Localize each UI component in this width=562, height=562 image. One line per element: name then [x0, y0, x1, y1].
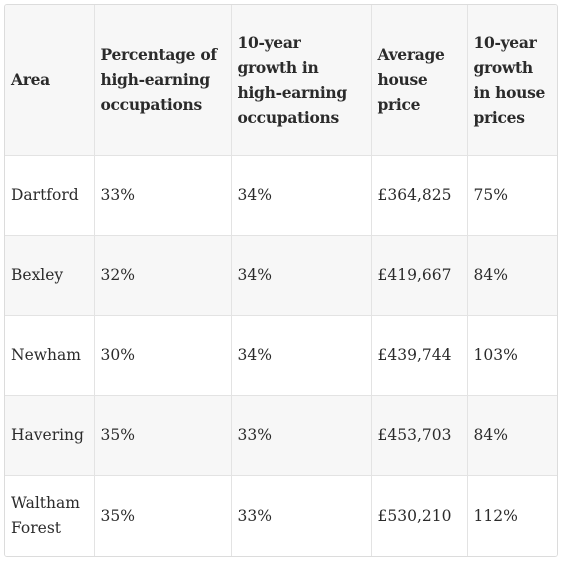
area-cell: Dartford: [5, 155, 95, 236]
table-header-row: Area Percentage of high-earning occupati…: [5, 5, 557, 156]
pct-high-earning-cell: 35%: [94, 475, 232, 556]
house-price-table: Area Percentage of high-earning occupati…: [5, 5, 557, 556]
pct-high-earning-cell: 32%: [94, 235, 232, 316]
area-cell: Waltham Forest: [5, 475, 95, 556]
column-header-area: Area: [5, 5, 95, 156]
column-header-avg-house-price: Average house price: [371, 5, 468, 156]
avg-house-price-cell: £419,667: [371, 235, 468, 316]
column-header-growth-house-prices: 10-year growth in house prices: [467, 5, 557, 156]
area-cell: Havering: [5, 395, 95, 477]
table-row: Dartford 33% 34% £364,825 75%: [5, 155, 557, 236]
growth-high-earning-cell: 33%: [231, 475, 372, 556]
pct-high-earning-cell: 35%: [94, 395, 232, 477]
avg-house-price-cell: £364,825: [371, 155, 468, 236]
growth-house-prices-cell: 84%: [467, 235, 557, 316]
growth-high-earning-cell: 34%: [231, 315, 372, 397]
table-row: Bexley 32% 34% £419,667 84%: [5, 235, 557, 316]
growth-house-prices-cell: 84%: [467, 395, 557, 477]
growth-house-prices-cell: 75%: [467, 155, 557, 236]
data-table-container: Area Percentage of high-earning occupati…: [4, 4, 558, 557]
pct-high-earning-cell: 33%: [94, 155, 232, 236]
growth-high-earning-cell: 33%: [231, 395, 372, 477]
column-header-growth-high-earning: 10-year growth in high-earning occupatio…: [231, 5, 372, 156]
table-row: Newham 30% 34% £439,744 103%: [5, 315, 557, 397]
avg-house-price-cell: £439,744: [371, 315, 468, 397]
table-row: Waltham Forest 35% 33% £530,210 112%: [5, 475, 557, 556]
growth-high-earning-cell: 34%: [231, 155, 372, 236]
growth-house-prices-cell: 103%: [467, 315, 557, 397]
avg-house-price-cell: £530,210: [371, 475, 468, 556]
table-row: Havering 35% 33% £453,703 84%: [5, 395, 557, 477]
area-cell: Bexley: [5, 235, 95, 316]
column-header-pct-high-earning: Percentage of high-earning occupations: [94, 5, 232, 156]
pct-high-earning-cell: 30%: [94, 315, 232, 397]
avg-house-price-cell: £453,703: [371, 395, 468, 477]
growth-house-prices-cell: 112%: [473, 506, 518, 525]
area-cell: Newham: [5, 315, 95, 397]
growth-high-earning-cell: 34%: [231, 235, 372, 316]
